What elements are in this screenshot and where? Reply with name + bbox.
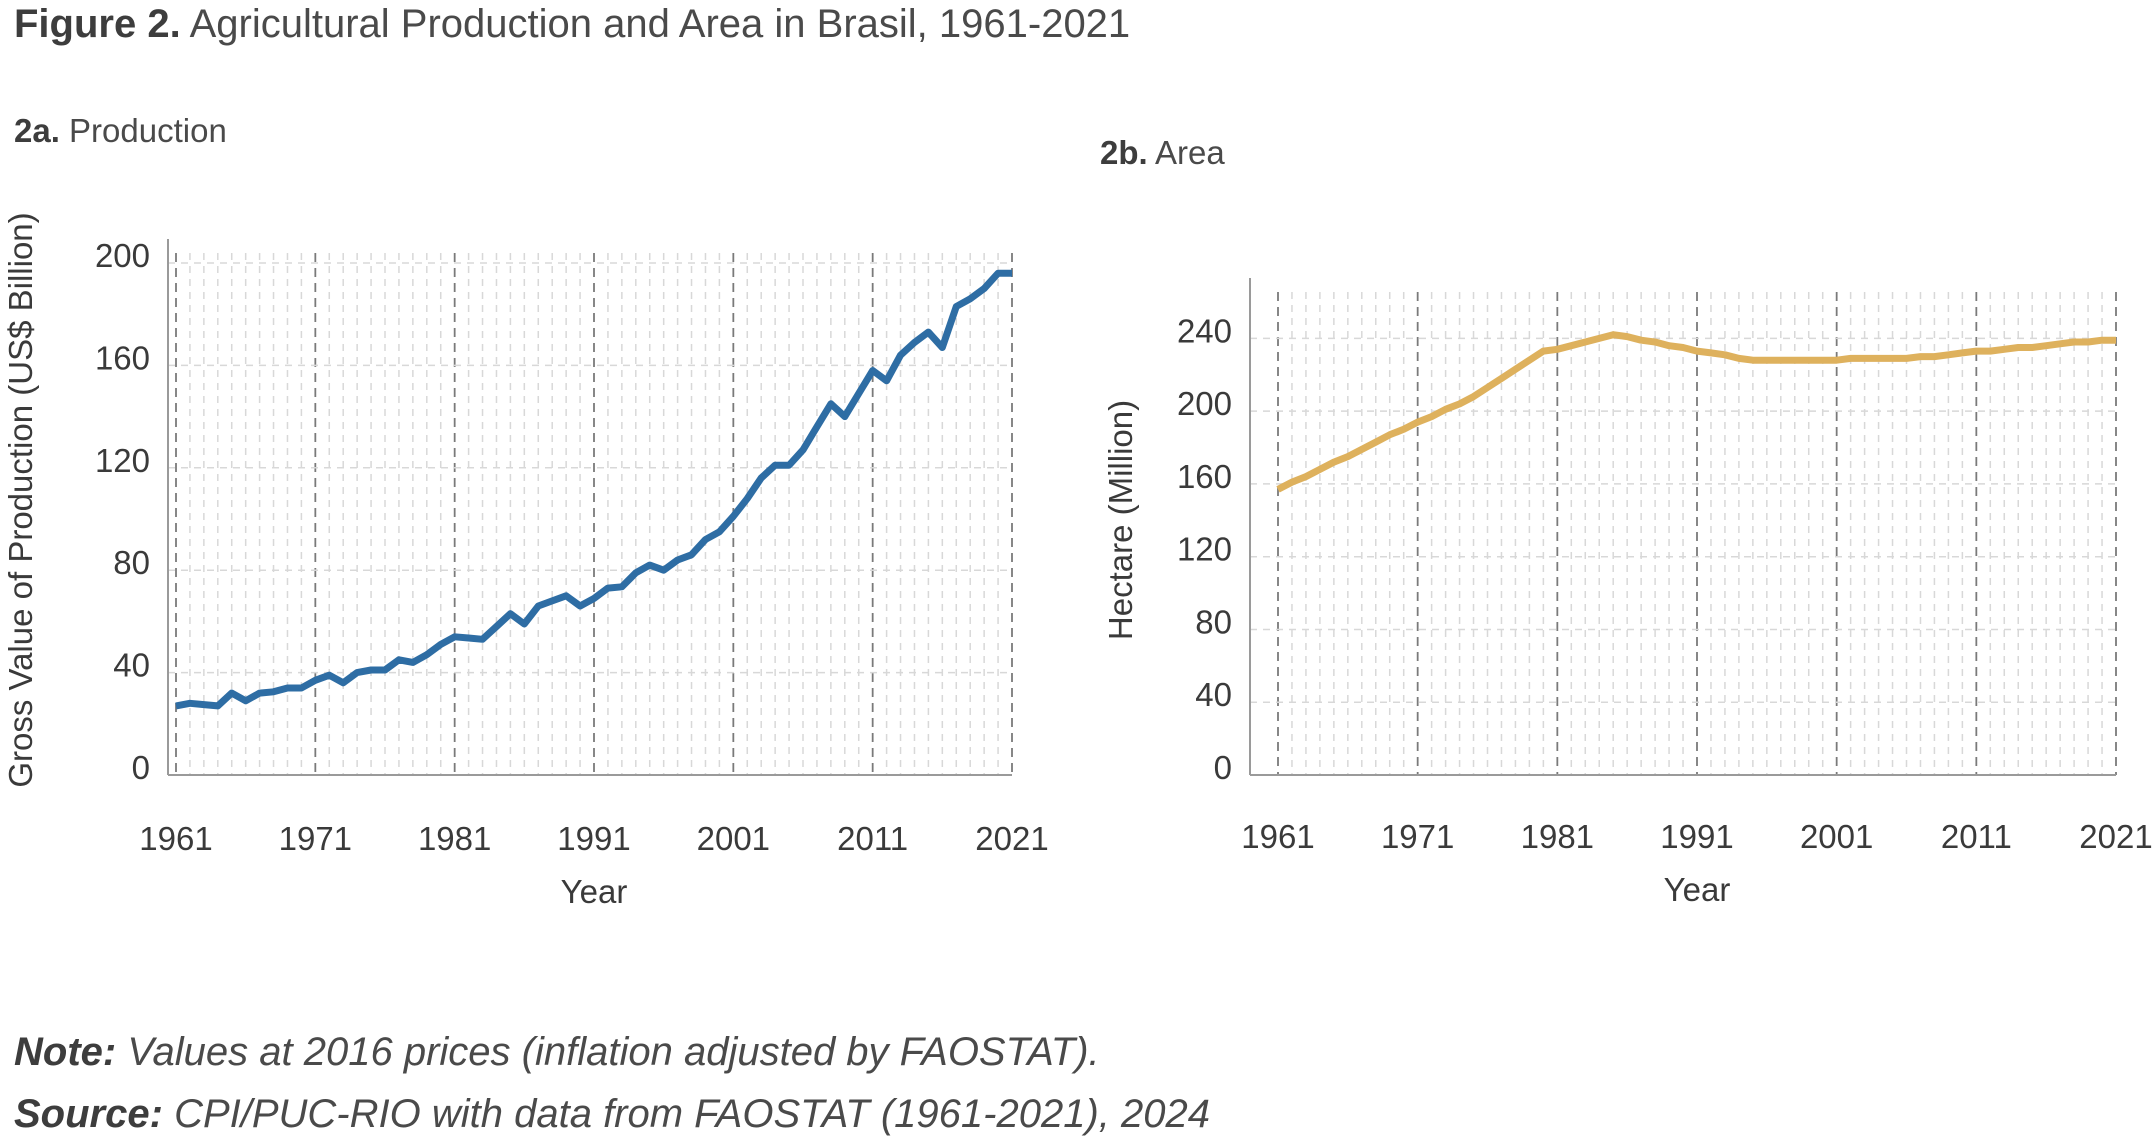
panel-a-name: Production	[69, 112, 227, 149]
production-y-tick-label: 80	[113, 544, 150, 581]
area-x-tick-label: 1971	[1381, 818, 1454, 855]
production-y-tick-label: 120	[95, 442, 150, 479]
figure-title-text: Agricultural Production and Area in Bras…	[189, 2, 1131, 46]
source-text: CPI/PUC-RIO with data from FAOSTAT (1961…	[174, 1092, 1210, 1136]
area-y-axis-label: Hectare (Million)	[1102, 400, 1139, 640]
production-x-tick-label: 1991	[557, 820, 630, 857]
source-line: Source: CPI/PUC-RIO with data from FAOST…	[14, 1092, 1210, 1137]
area-x-tick-label: 1991	[1660, 818, 1733, 855]
panel-b-title: 2b. Area	[1100, 134, 1225, 172]
production-x-tick-label: 2011	[837, 820, 908, 857]
area-x-tick-label: 2001	[1800, 818, 1873, 855]
production-x-tick-label: 2001	[697, 820, 770, 857]
production-x-tick-label: 1981	[418, 820, 491, 857]
panel-a-title: 2a. Production	[14, 112, 227, 150]
area-chart: 0 40 80 120 160 200 240 1961 1971 1981 1991 2001 201…	[1102, 278, 2153, 908]
figure-title: Figure 2. Agricultural Production and Ar…	[14, 2, 1130, 47]
note-text: Values at 2016 prices (inflation adjuste…	[127, 1030, 1100, 1074]
area-y-tick-label: 0	[1214, 749, 1232, 786]
area-x-axis-label: Year	[1664, 871, 1731, 908]
production-y-tick-label: 160	[95, 339, 150, 376]
area-x-tick-label: 1961	[1241, 818, 1314, 855]
production-y-tick-label: 0	[132, 749, 150, 786]
figure-title-prefix: Figure 2.	[14, 2, 181, 46]
production-y-tick-label: 40	[113, 647, 150, 684]
panel-b-name: Area	[1155, 134, 1225, 171]
area-y-tick-label: 40	[1195, 676, 1232, 713]
area-x-tick-label: 1981	[1521, 818, 1594, 855]
production-x-tick-label: 1971	[279, 820, 352, 857]
area-y-tick-label: 120	[1177, 531, 1232, 568]
production-chart: 0 40 80 120 160 200 1961 1971 1981 1991 2001 2011 20…	[2, 212, 1049, 910]
area-series-line	[1276, 331, 2116, 493]
note-label: Note:	[14, 1030, 117, 1074]
production-x-tick-label: 1961	[139, 820, 212, 857]
source-label: Source:	[14, 1092, 163, 1136]
panel-a-label: 2a.	[14, 112, 60, 149]
area-y-tick-label: 240	[1177, 312, 1232, 349]
note-line: Note: Values at 2016 prices (inflation a…	[14, 1030, 1100, 1075]
area-y-tick-label: 80	[1195, 603, 1232, 640]
area-y-tick-label: 160	[1177, 458, 1232, 495]
production-series-line	[175, 269, 1012, 710]
production-x-tick-label: 2021	[975, 820, 1048, 857]
production-x-axis-label: Year	[561, 873, 628, 910]
panel-b-label: 2b.	[1100, 134, 1148, 171]
area-x-tick-label: 2021	[2079, 818, 2152, 855]
production-y-tick-label: 200	[95, 237, 150, 274]
production-y-axis-label: Gross Value of Production (US$ Billion)	[2, 212, 39, 787]
area-y-tick-label: 200	[1177, 385, 1232, 422]
area-x-tick-label: 2011	[1941, 818, 2012, 855]
